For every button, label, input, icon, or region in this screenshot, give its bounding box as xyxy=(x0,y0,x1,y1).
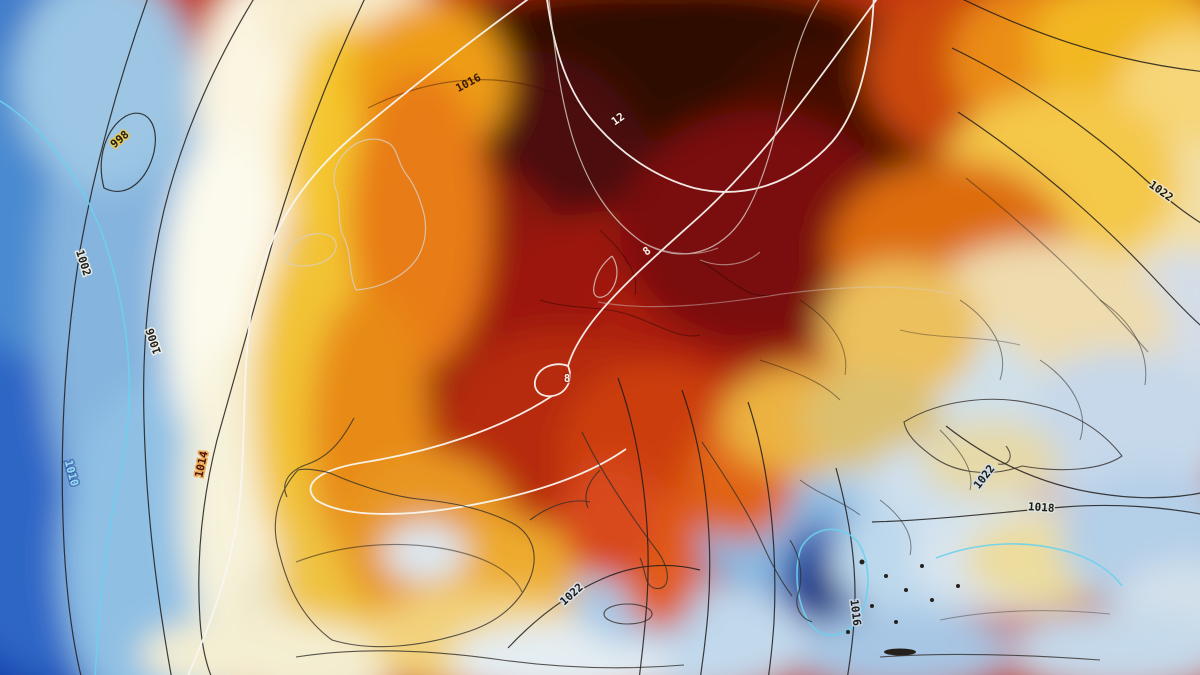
coastline-crimea xyxy=(997,445,1011,465)
isobar-top-right-3 xyxy=(965,177,1149,353)
shading-blob xyxy=(15,0,195,190)
coastlines-south xyxy=(274,398,1123,669)
anomaly-contour-outer xyxy=(187,0,529,675)
isobar-1018 xyxy=(871,504,1200,523)
border-line xyxy=(799,299,847,376)
anomaly-contours-white xyxy=(187,0,878,675)
shading-blob xyxy=(1010,610,1200,675)
border-line xyxy=(539,299,701,337)
isobar-top-right-1 xyxy=(962,0,1200,72)
cyan-contours xyxy=(0,99,1123,675)
coastline-north-africa xyxy=(295,650,1101,669)
isobar-central-1 xyxy=(617,377,649,675)
anomaly-contour-8-south xyxy=(309,395,627,515)
coastline-adriatic-east xyxy=(701,441,793,597)
shading-blob xyxy=(920,420,1060,500)
isobar-central-2 xyxy=(681,389,711,675)
island-dot xyxy=(920,564,924,568)
island-dot xyxy=(859,559,865,565)
isobar-1006 xyxy=(143,0,254,675)
coastline-denmark xyxy=(593,255,618,298)
isobar-label: 1018 xyxy=(1028,500,1055,515)
border-line xyxy=(899,329,1021,346)
border-line xyxy=(879,499,912,556)
border-line xyxy=(1099,299,1147,386)
cyan-contour-1010 xyxy=(0,99,131,675)
anomaly-contour-12 xyxy=(546,0,875,193)
border-line xyxy=(599,229,637,296)
island-dot xyxy=(884,574,888,578)
coastlines-north xyxy=(285,0,953,308)
anomaly-contour-8-loop xyxy=(533,363,571,398)
coastline-ireland xyxy=(285,233,337,267)
island-dot xyxy=(956,584,960,588)
isobar-998-loop xyxy=(100,112,156,192)
anomaly-contour-8 xyxy=(567,0,878,367)
island-crete xyxy=(884,648,916,656)
coastline-italy xyxy=(581,431,668,589)
coastline-black-sea xyxy=(903,398,1123,473)
isobar-contours xyxy=(61,0,1200,675)
shading-blob xyxy=(820,260,980,400)
isobar-1002 xyxy=(61,0,148,675)
cyan-contour-greece xyxy=(796,528,869,636)
isobar-1022-wmed xyxy=(507,564,701,649)
island-dot xyxy=(930,598,934,602)
country-borders-balkans xyxy=(799,299,1147,556)
coastline-great-britain xyxy=(333,138,427,291)
coastline-france-west xyxy=(284,417,355,498)
isobar-top-right-2 xyxy=(957,111,1200,326)
border-line xyxy=(799,479,861,516)
isobar-central-3 xyxy=(747,401,776,675)
coastline-anatolia xyxy=(939,610,1111,621)
country-borders-dark-region xyxy=(539,229,847,401)
coastline-greece xyxy=(789,539,813,623)
isobar-1014 xyxy=(198,0,365,675)
island-dot xyxy=(870,604,874,608)
shading-blob xyxy=(383,522,467,582)
coastline-iberia xyxy=(274,468,535,648)
shading-blob xyxy=(560,460,660,580)
anomaly-label: 8 xyxy=(564,372,571,385)
coastline-sicily xyxy=(603,603,653,625)
shading-blob xyxy=(620,110,900,350)
shading-blob xyxy=(790,610,1010,675)
aegean-islands xyxy=(846,559,960,656)
border-line xyxy=(939,429,972,491)
border-line xyxy=(959,299,1004,381)
coastline-gulf-of-lion xyxy=(529,500,591,521)
border-line xyxy=(699,259,771,297)
isobar-label: 1016 xyxy=(847,599,863,627)
isobar-spain xyxy=(295,543,523,593)
coastline-baltic-south xyxy=(597,286,953,308)
cyan-contour-east xyxy=(935,543,1123,587)
island-dot xyxy=(894,620,898,624)
coastline-baltic-inner xyxy=(641,241,761,266)
isobar-1022-mid xyxy=(945,425,1200,499)
isobar-1022-topright xyxy=(951,47,1200,224)
island-dot xyxy=(904,588,908,592)
border-line xyxy=(1039,359,1084,441)
border-line xyxy=(759,359,841,401)
island-dot xyxy=(846,630,850,634)
